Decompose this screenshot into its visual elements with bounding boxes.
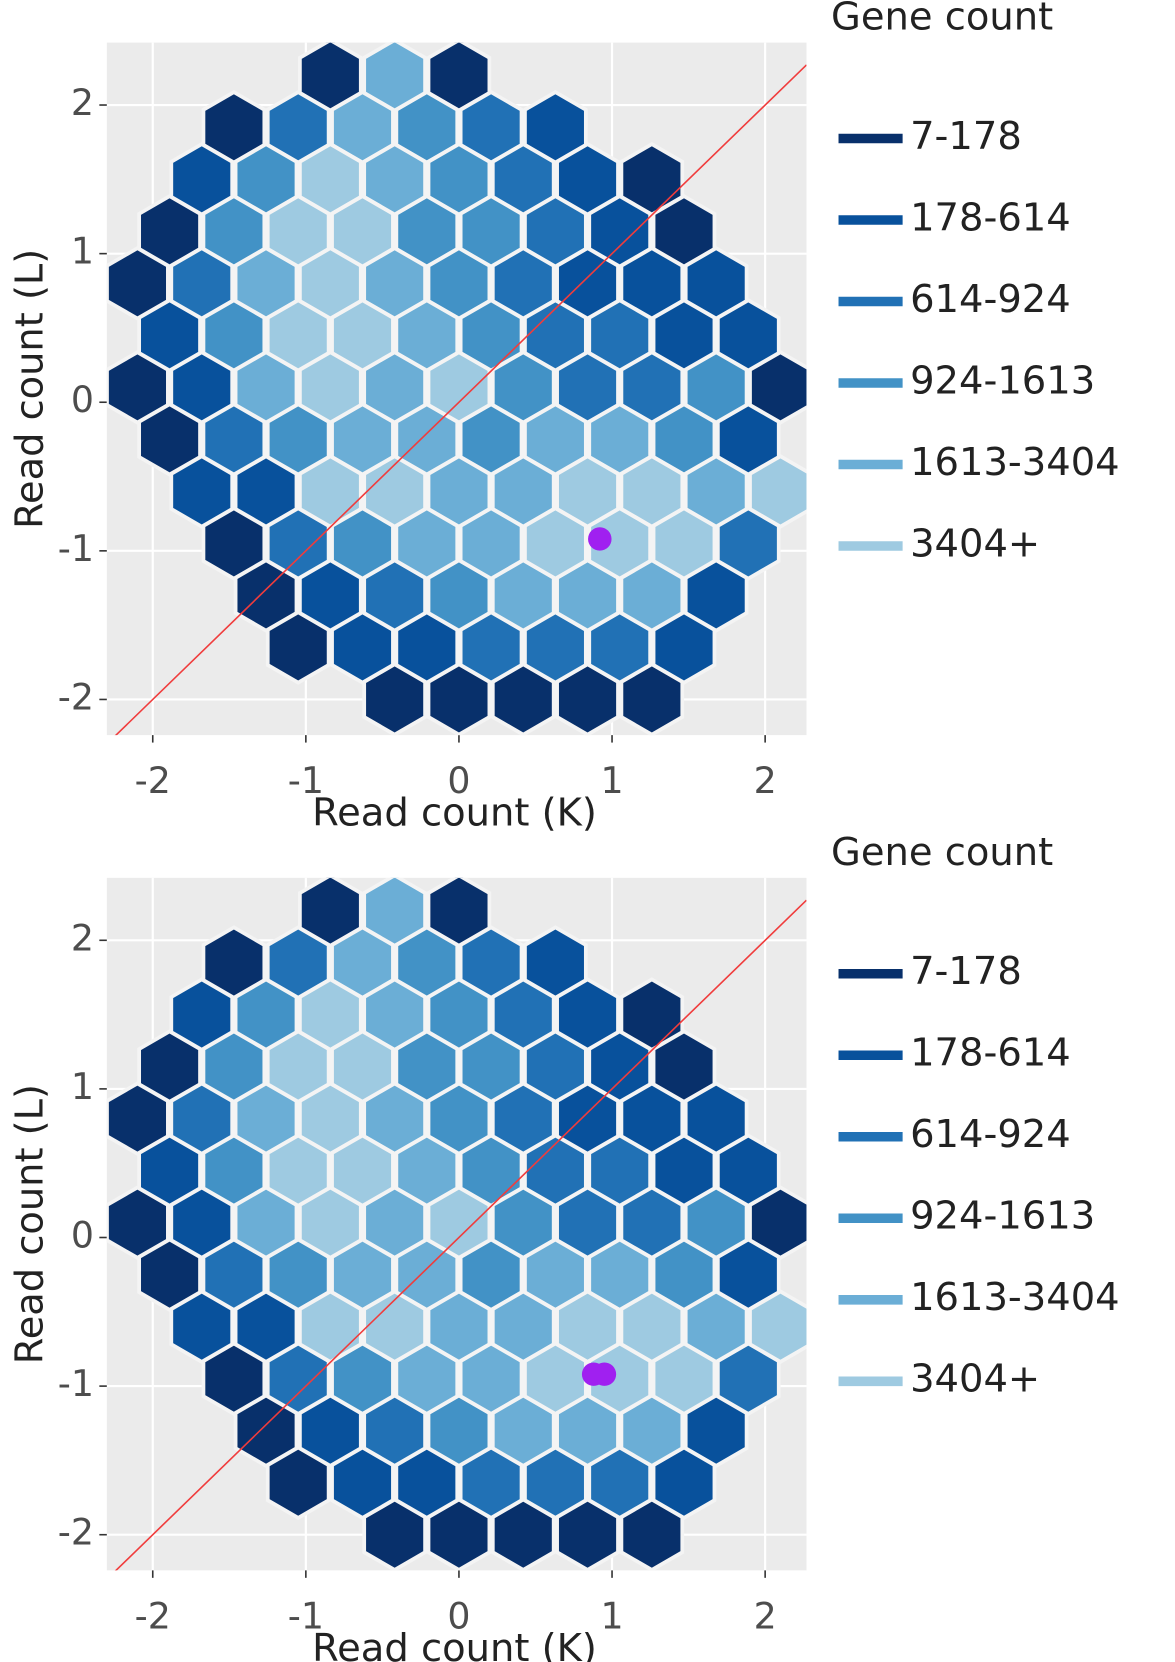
legend-label: 614-924 bbox=[910, 1112, 1071, 1157]
x-tick-label: 2 bbox=[754, 759, 777, 802]
x-tick-label: 1 bbox=[600, 1594, 623, 1637]
y-tick-label: -1 bbox=[58, 1362, 94, 1405]
chart: -2 -1 0 1 2 -2 -1 0 1 2 Read count (K) Read count (… bbox=[8, 0, 1120, 835]
legend-label: 178-614 bbox=[910, 196, 1071, 241]
x-tick-label: -1 bbox=[288, 1594, 324, 1637]
x-tick-label: 0 bbox=[447, 759, 470, 802]
hex-bin bbox=[748, 454, 807, 529]
y-tick-label: 2 bbox=[71, 81, 94, 124]
identity-line bbox=[114, 64, 807, 736]
legend-label: 1613-3404 bbox=[910, 440, 1120, 485]
hex-bin bbox=[362, 1289, 427, 1364]
y-tick-label: -1 bbox=[58, 527, 94, 570]
legend-label: 7-178 bbox=[910, 114, 1022, 159]
legend-label: 7-178 bbox=[910, 949, 1022, 994]
legend-label: 614-924 bbox=[910, 277, 1071, 322]
hex-bin bbox=[426, 350, 492, 425]
y-axis-title: Read count (L) bbox=[8, 1084, 53, 1364]
hex-bin bbox=[523, 1341, 588, 1416]
legend-label: 924-1613 bbox=[910, 1194, 1095, 1239]
x-tick-label: -2 bbox=[135, 1594, 171, 1637]
y-tick-label: 0 bbox=[71, 1214, 94, 1257]
hex-bin bbox=[651, 1341, 717, 1416]
legend-label: 924-1613 bbox=[910, 359, 1095, 404]
y-tick-label: -2 bbox=[58, 1511, 94, 1554]
x-tick-label: -2 bbox=[135, 759, 171, 802]
hex-bin bbox=[298, 350, 363, 425]
chart: -2 -1 0 1 2 -2 -1 0 1 2 Read count (K) Read count (… bbox=[8, 830, 1120, 1662]
x-tick-label: 1 bbox=[600, 759, 623, 802]
hex-layer bbox=[106, 877, 807, 1571]
x-tick-label: 2 bbox=[754, 1594, 777, 1637]
hex-bin bbox=[651, 506, 717, 581]
identity-line bbox=[114, 899, 807, 1571]
x-tick-label: 0 bbox=[447, 1594, 470, 1637]
hex-bin bbox=[587, 1341, 653, 1416]
highlight-point bbox=[592, 1362, 617, 1386]
hex-bin bbox=[523, 506, 588, 581]
x-tick-label: -1 bbox=[288, 759, 324, 802]
legend-label: 178-614 bbox=[910, 1031, 1071, 1076]
y-tick-label: 2 bbox=[71, 916, 94, 959]
hex-bin bbox=[587, 506, 653, 581]
legend-label: 3404+ bbox=[910, 522, 1040, 567]
y-tick-label: 0 bbox=[71, 378, 94, 421]
hex-bin bbox=[426, 1185, 492, 1260]
hex-bin bbox=[748, 1289, 807, 1364]
y-axis-title: Read count (L) bbox=[8, 249, 53, 529]
y-tick-label: -2 bbox=[58, 675, 94, 718]
highlight-point bbox=[588, 527, 612, 551]
legend-label: 1613-3404 bbox=[910, 1275, 1120, 1320]
y-tick-label: 1 bbox=[71, 230, 94, 273]
hex-bin bbox=[298, 1289, 363, 1364]
legend-title: Gene count bbox=[831, 830, 1053, 875]
hex-bin bbox=[298, 1185, 363, 1260]
legend-title: Gene count bbox=[831, 0, 1053, 40]
x-axis-title: Read count (K) bbox=[312, 1626, 597, 1662]
hex-bin bbox=[298, 454, 363, 529]
y-tick-label: 1 bbox=[71, 1065, 94, 1108]
legend-label: 3404+ bbox=[910, 1357, 1040, 1402]
x-axis-title: Read count (K) bbox=[312, 791, 597, 836]
hex-bin bbox=[362, 454, 427, 529]
hex-layer bbox=[106, 42, 807, 736]
